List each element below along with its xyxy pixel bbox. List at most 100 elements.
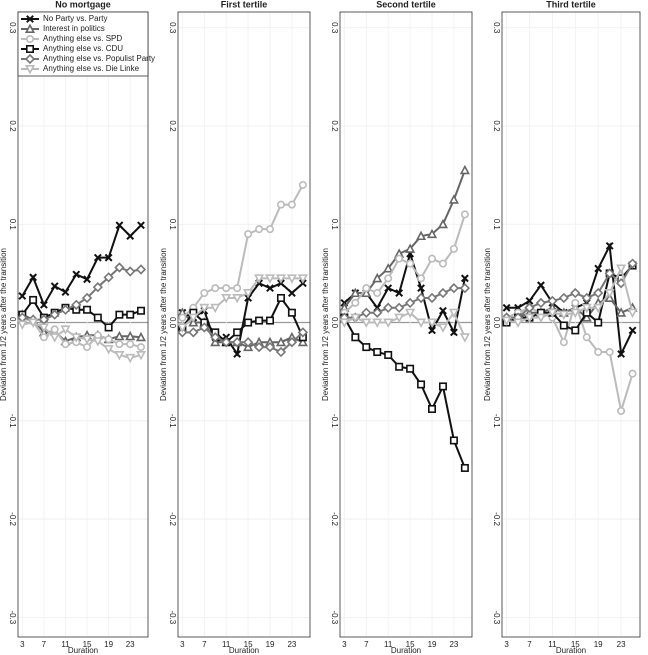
marker bbox=[136, 343, 145, 352]
y-tick-label: 0.1 bbox=[8, 219, 17, 231]
marker bbox=[276, 200, 285, 209]
marker bbox=[593, 287, 604, 299]
marker bbox=[60, 304, 71, 315]
marker bbox=[437, 218, 449, 229]
marker bbox=[83, 275, 91, 284]
marker bbox=[384, 284, 393, 293]
marker bbox=[297, 336, 308, 347]
marker bbox=[571, 298, 580, 307]
marker bbox=[24, 65, 36, 75]
x-tick-label: 23 bbox=[287, 640, 296, 649]
marker bbox=[501, 316, 512, 326]
marker bbox=[275, 336, 287, 347]
marker bbox=[571, 326, 580, 335]
y-axis-label: Deviation from 1/2 years after the trans… bbox=[321, 248, 330, 401]
marker bbox=[210, 303, 221, 314]
legend-box bbox=[17, 11, 149, 77]
marker bbox=[287, 308, 296, 317]
marker bbox=[135, 350, 147, 361]
chart-title: First tertile bbox=[221, 0, 268, 9]
marker bbox=[438, 382, 447, 391]
marker bbox=[426, 292, 438, 304]
marker bbox=[448, 194, 459, 204]
marker bbox=[266, 316, 275, 325]
x-tick-label: 23 bbox=[126, 640, 135, 649]
marker bbox=[406, 259, 415, 268]
x-axis-label: Duration bbox=[391, 646, 421, 655]
marker bbox=[547, 295, 558, 307]
y-tick-label: 0.2 bbox=[492, 120, 501, 132]
marker bbox=[417, 274, 426, 283]
marker bbox=[232, 293, 243, 304]
marker bbox=[114, 330, 125, 341]
marker bbox=[525, 297, 534, 305]
marker bbox=[92, 337, 103, 347]
marker bbox=[83, 305, 92, 314]
marker bbox=[604, 289, 615, 299]
marker bbox=[395, 289, 404, 297]
marker bbox=[605, 241, 614, 250]
marker bbox=[233, 328, 242, 337]
marker bbox=[233, 350, 242, 358]
marker bbox=[81, 292, 93, 304]
marker bbox=[460, 274, 469, 283]
x-tick-label: 7 bbox=[527, 640, 532, 649]
x-tick-label: 23 bbox=[449, 640, 458, 649]
marker bbox=[125, 330, 136, 341]
marker bbox=[60, 325, 71, 335]
y-tick-label: 0.0 bbox=[492, 317, 501, 329]
y-tick-label: 0.1 bbox=[492, 219, 501, 231]
x-tick-label: 19 bbox=[266, 640, 275, 649]
marker bbox=[372, 307, 383, 318]
x-tick-label: 3 bbox=[342, 640, 347, 649]
marker bbox=[244, 230, 253, 239]
marker bbox=[416, 318, 427, 328]
marker bbox=[61, 288, 70, 296]
x-tick-label: 11 bbox=[384, 640, 393, 649]
marker bbox=[114, 350, 125, 361]
x-axis-label: Duration bbox=[229, 646, 259, 655]
marker bbox=[297, 274, 308, 284]
marker bbox=[287, 200, 296, 209]
marker bbox=[383, 263, 394, 273]
marker bbox=[104, 335, 113, 344]
x-tick-label: 7 bbox=[364, 640, 369, 649]
marker bbox=[38, 323, 49, 333]
x-tick-label: 3 bbox=[20, 640, 25, 649]
y-tick-label: 0.3 bbox=[492, 22, 501, 34]
x-tick-label: 23 bbox=[617, 640, 626, 649]
marker bbox=[394, 313, 405, 324]
plot-border bbox=[501, 11, 641, 638]
marker bbox=[177, 323, 188, 333]
y-tick-label: -0.1 bbox=[330, 414, 339, 428]
marker bbox=[428, 326, 436, 335]
marker bbox=[29, 273, 38, 282]
marker bbox=[103, 272, 114, 283]
marker bbox=[288, 289, 296, 297]
marker bbox=[512, 318, 524, 328]
marker bbox=[71, 333, 82, 343]
marker bbox=[297, 327, 309, 338]
marker bbox=[200, 289, 209, 298]
marker bbox=[616, 307, 627, 317]
marker bbox=[28, 318, 39, 328]
marker bbox=[115, 221, 124, 230]
marker bbox=[351, 298, 360, 307]
marker bbox=[559, 321, 568, 330]
marker bbox=[266, 284, 274, 293]
marker bbox=[437, 287, 449, 299]
marker bbox=[286, 337, 298, 348]
marker bbox=[426, 228, 438, 239]
marker bbox=[459, 333, 470, 343]
marker bbox=[362, 343, 371, 352]
marker bbox=[428, 405, 437, 414]
marker bbox=[115, 340, 124, 349]
marker bbox=[232, 337, 243, 348]
marker bbox=[581, 292, 592, 304]
y-tick-label: -0.3 bbox=[168, 610, 177, 624]
y-tick-label: 0.3 bbox=[8, 22, 17, 34]
marker bbox=[416, 230, 427, 241]
x-tick-label: 3 bbox=[504, 640, 509, 649]
marker bbox=[126, 340, 135, 349]
marker bbox=[114, 262, 125, 273]
